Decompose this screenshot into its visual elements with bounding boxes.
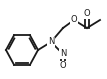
Text: N: N — [48, 38, 54, 47]
Text: O: O — [60, 61, 66, 70]
Text: O: O — [84, 9, 90, 18]
Text: N: N — [60, 50, 66, 59]
Text: O: O — [71, 15, 77, 24]
